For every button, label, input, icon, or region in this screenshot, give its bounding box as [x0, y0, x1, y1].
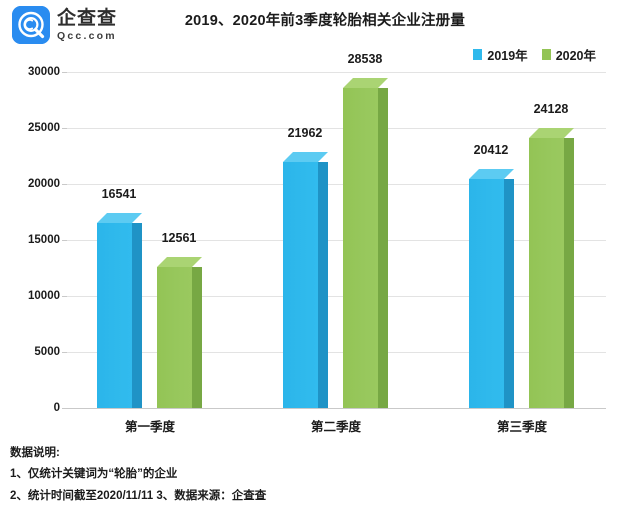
bar-value-2020-q2: 28538	[347, 52, 383, 66]
y-axis-label-15000: 15000	[28, 234, 60, 246]
gridline-10000	[66, 296, 606, 297]
bar-front-face	[529, 138, 564, 408]
y-axis-label-0: 0	[53, 402, 60, 414]
bar-top-face	[97, 213, 142, 223]
legend-item-2020[interactable]: 2020年	[541, 45, 596, 64]
y-axis-label-25000: 25000	[28, 122, 60, 134]
bar-top-face	[469, 169, 514, 179]
gridline-25000	[66, 128, 606, 129]
gridline-15000	[66, 240, 606, 241]
bar-value-2020-q3: 24128	[533, 102, 569, 116]
bar-side-face	[564, 138, 574, 408]
notes-line-1: 1、仅统计关键词为“轮胎”的企业	[10, 468, 178, 481]
brand-logo[interactable]: 企查查 Qcc.com	[12, 6, 117, 44]
legend-swatch-2020	[541, 49, 551, 60]
gridline-5000	[66, 352, 606, 353]
notes-heading: 数据说明:	[10, 447, 60, 459]
bar-front-face	[283, 162, 318, 408]
bar-2019-q3[interactable]	[469, 169, 514, 408]
chart-legend: 2019年 2020年	[473, 45, 596, 64]
bar-side-face	[192, 267, 202, 408]
bar-2020-q2[interactable]	[343, 78, 388, 408]
legend-item-2019[interactable]: 2019年	[473, 45, 528, 64]
bar-side-face	[132, 223, 142, 408]
y-axis-label-20000: 20000	[28, 178, 60, 190]
tick-20000	[62, 184, 67, 185]
bar-side-face	[378, 88, 388, 408]
bar-2020-q3[interactable]	[529, 128, 574, 408]
tick-5000	[62, 352, 67, 353]
legend-swatch-2019	[473, 49, 483, 60]
data-notes: 数据说明: 1、仅统计关键词为“轮胎”的企业 2、统计时间截至2020/11/1…	[10, 443, 610, 507]
notes-line-2: 2、统计时间截至2020/11/11 3、数据来源：企查查	[10, 489, 267, 502]
y-axis-label-10000: 10000	[28, 290, 60, 302]
page-title: 2019、2020年前3季度轮胎相关企业注册量	[184, 13, 466, 29]
brand-name-en: Qcc.com	[57, 29, 117, 42]
x-axis-category-q2: 第二季度	[310, 420, 361, 434]
bar-value-2019-q2: 21962	[287, 126, 323, 140]
brand-name-cn: 企查查	[57, 7, 118, 29]
bar-value-2019-q3: 20412	[473, 143, 509, 157]
bar-top-face	[529, 128, 574, 138]
bar-top-face	[343, 78, 388, 88]
tick-30000	[62, 72, 67, 73]
legend-label-2019: 2019年	[487, 49, 528, 63]
bar-front-face	[343, 88, 378, 408]
tick-10000	[62, 296, 67, 297]
bar-value-2019-q1: 16541	[101, 187, 137, 201]
bar-side-face	[504, 179, 514, 408]
bar-2020-q1[interactable]	[157, 257, 202, 408]
y-axis-label-30000: 30000	[28, 66, 60, 78]
y-axis-label-5000: 5000	[34, 346, 60, 358]
bar-top-face	[283, 152, 328, 162]
x-axis-line	[66, 408, 606, 409]
chart-header: 企查查 Qcc.com 2019、2020年前3季度轮胎相关企业注册量 2019…	[0, 0, 620, 63]
tick-0	[62, 408, 67, 409]
bar-2019-q2[interactable]	[283, 152, 328, 408]
bar-front-face	[97, 223, 132, 408]
bar-top-face	[157, 257, 202, 267]
x-axis-category-q1: 第一季度	[124, 420, 175, 434]
tick-25000	[62, 128, 67, 129]
bar-front-face	[469, 179, 504, 408]
x-axis-category-q3: 第三季度	[496, 420, 547, 434]
bar-side-face	[318, 162, 328, 408]
brand-wordmark: 企查查 Qcc.com	[57, 9, 117, 42]
bar-front-face	[157, 267, 192, 408]
tick-15000	[62, 240, 67, 241]
bar-value-2020-q1: 12561	[161, 231, 197, 245]
legend-label-2020: 2020年	[555, 49, 596, 63]
chart-plot-area: 30000 25000 20000 15000 10000 5000 0 165…	[0, 52, 620, 434]
qcc-logo-icon	[12, 6, 50, 44]
gridline-30000	[66, 72, 606, 73]
gridline-20000	[66, 184, 606, 185]
bar-2019-q1[interactable]	[97, 213, 142, 408]
